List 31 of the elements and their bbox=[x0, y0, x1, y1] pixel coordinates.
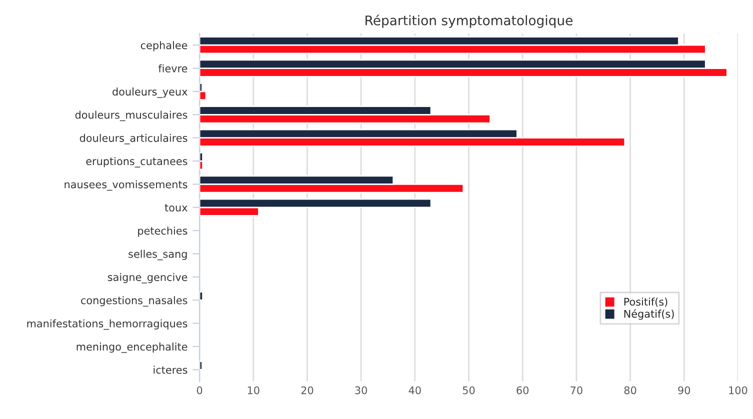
y-tick-label: icteres bbox=[154, 366, 188, 374]
x-tick-label: 40 bbox=[408, 386, 421, 394]
x-tick-label: 50 bbox=[462, 386, 475, 394]
x-tick-label: 10 bbox=[248, 386, 260, 394]
y-tick-label: toux bbox=[164, 204, 188, 212]
x-tick-label: 70 bbox=[570, 386, 582, 394]
legend-label: Négatif(s) bbox=[624, 309, 674, 320]
bar bbox=[200, 360, 203, 370]
y-tick-label: douleurs_musculaires bbox=[75, 110, 188, 122]
legend-label: Positif(s) bbox=[624, 298, 668, 307]
y-tick-label: congestions_nasales bbox=[81, 296, 188, 307]
y-tick-label: meningo_encephalite bbox=[76, 342, 188, 353]
y-tick-label: selles_sang bbox=[128, 250, 187, 260]
y-tick-label: cephalee bbox=[140, 41, 188, 52]
y-tick-label: petechies bbox=[138, 226, 188, 237]
y-tick-label: douleurs_yeux bbox=[112, 88, 188, 98]
x-tick-label: 80 bbox=[624, 386, 636, 394]
x-tick-label: 0 bbox=[196, 386, 202, 394]
y-tick-label: eruptions_cutanees bbox=[86, 157, 188, 168]
y-tick-label: fievre bbox=[158, 64, 188, 72]
x-tick-label: 20 bbox=[301, 386, 314, 394]
y-tick-label: douleurs_articulaires bbox=[80, 134, 188, 144]
x-tick-label: 60 bbox=[516, 386, 529, 394]
x-tick-label: 90 bbox=[678, 386, 690, 394]
y-tick-label: nausees_vomissements bbox=[64, 180, 188, 191]
x-tick-label: 30 bbox=[355, 386, 367, 394]
y-tick-label: manifestations_hemorragiques bbox=[27, 319, 188, 330]
chart-title: Répartition symptomatologique bbox=[366, 14, 572, 28]
x-tick-label: 100 bbox=[729, 386, 748, 394]
y-tick-label: saigne_gencive bbox=[108, 273, 188, 284]
bar bbox=[200, 291, 204, 301]
